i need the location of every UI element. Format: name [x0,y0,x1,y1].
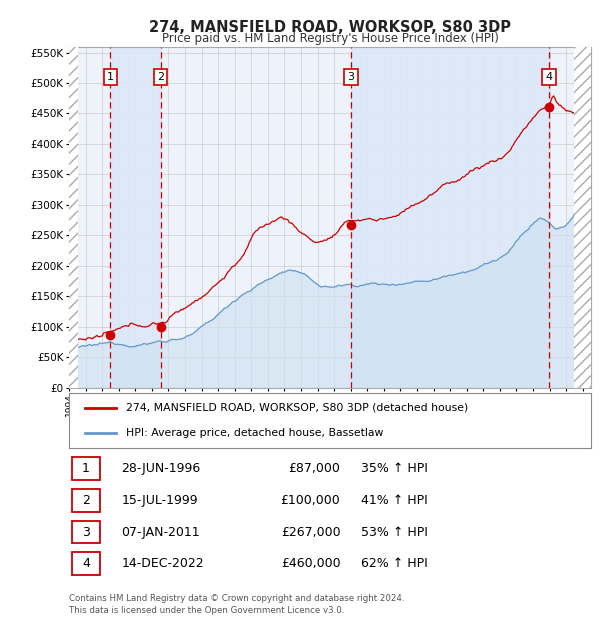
Bar [110,46,161,388]
Text: 4: 4 [545,72,553,82]
Text: £460,000: £460,000 [281,557,340,570]
Text: 2: 2 [157,72,164,82]
Bar [69,46,78,388]
Text: 62% ↑ HPI: 62% ↑ HPI [361,557,428,570]
Text: 28-JUN-1996: 28-JUN-1996 [121,462,200,475]
Text: £87,000: £87,000 [289,462,340,475]
Text: 41% ↑ HPI: 41% ↑ HPI [361,494,428,507]
Text: Contains HM Land Registry data © Crown copyright and database right 2024.
This d: Contains HM Land Registry data © Crown c… [69,594,404,615]
Text: £267,000: £267,000 [281,526,340,539]
Text: 14-DEC-2022: 14-DEC-2022 [121,557,204,570]
Text: 07-JAN-2011: 07-JAN-2011 [121,526,200,539]
Text: 274, MANSFIELD ROAD, WORKSOP, S80 3DP: 274, MANSFIELD ROAD, WORKSOP, S80 3DP [149,20,511,35]
Text: 274, MANSFIELD ROAD, WORKSOP, S80 3DP (detached house): 274, MANSFIELD ROAD, WORKSOP, S80 3DP (d… [127,403,469,413]
Text: 15-JUL-1999: 15-JUL-1999 [121,494,198,507]
Text: 4: 4 [82,557,90,570]
Bar [574,46,591,388]
Bar [351,46,549,388]
Text: 35% ↑ HPI: 35% ↑ HPI [361,462,428,475]
Text: Price paid vs. HM Land Registry's House Price Index (HPI): Price paid vs. HM Land Registry's House … [161,32,499,45]
Text: 3: 3 [347,72,355,82]
Text: HPI: Average price, detached house, Bassetlaw: HPI: Average price, detached house, Bass… [127,428,384,438]
Text: 53% ↑ HPI: 53% ↑ HPI [361,526,428,539]
Text: 1: 1 [107,72,114,82]
Text: £100,000: £100,000 [281,494,340,507]
Text: 1: 1 [82,462,90,475]
Text: 3: 3 [82,526,90,539]
Text: 2: 2 [82,494,90,507]
